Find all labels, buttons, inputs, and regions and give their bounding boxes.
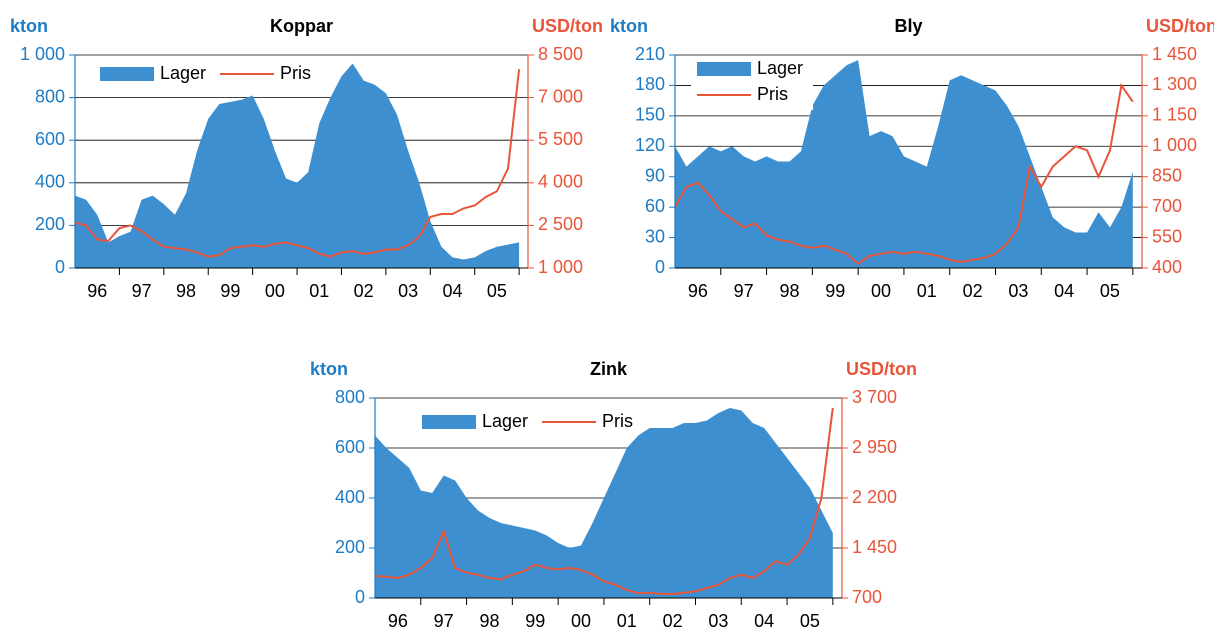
x-tick-label: 98 (779, 281, 799, 301)
x-tick-label: 00 (571, 611, 591, 631)
y2-tick-label: 1 450 (852, 537, 897, 557)
x-tick-label: 03 (708, 611, 728, 631)
x-tick-label: 03 (1008, 281, 1028, 301)
x-tick-label: 04 (442, 281, 462, 301)
x-tick-label: 05 (1100, 281, 1120, 301)
legend-swatch (100, 67, 154, 81)
x-tick-label: 01 (617, 611, 637, 631)
x-tick-label: 03 (398, 281, 418, 301)
y-axis-title: kton (610, 16, 648, 36)
y-tick-label: 800 (35, 86, 65, 106)
y-axis-title: kton (10, 16, 48, 36)
y2-tick-label: 700 (852, 587, 882, 607)
y-tick-label: 600 (35, 129, 65, 149)
x-tick-label: 97 (434, 611, 454, 631)
y2-tick-label: 1 150 (1152, 105, 1197, 125)
x-tick-label: 99 (825, 281, 845, 301)
y-tick-label: 200 (335, 537, 365, 557)
x-tick-label: 02 (663, 611, 683, 631)
y-tick-label: 210 (635, 44, 665, 64)
x-tick-label: 99 (220, 281, 240, 301)
line (374, 407, 834, 595)
y2-axis-title: USD/ton (846, 359, 917, 379)
y2-tick-label: 1 300 (1152, 74, 1197, 94)
y-tick-label: 60 (645, 196, 665, 216)
x-tick-label: 02 (963, 281, 983, 301)
x-tick-label: 04 (754, 611, 774, 631)
legend-label: Lager (482, 411, 528, 431)
y2-tick-label: 700 (1152, 196, 1182, 216)
y-tick-label: 0 (55, 257, 65, 277)
x-tick-label: 96 (388, 611, 408, 631)
x-tick-label: 00 (265, 281, 285, 301)
chart-title: Zink (590, 359, 628, 379)
y-tick-label: 200 (35, 214, 65, 234)
area (675, 60, 1133, 268)
y2-tick-label: 2 500 (538, 214, 583, 234)
x-tick-label: 02 (354, 281, 374, 301)
x-tick-label: 01 (309, 281, 329, 301)
y2-axis-title: USD/ton (532, 16, 603, 36)
y-tick-label: 600 (335, 437, 365, 457)
y-tick-label: 400 (335, 487, 365, 507)
x-tick-label: 05 (800, 611, 820, 631)
y-tick-label: 90 (645, 165, 665, 185)
y2-tick-label: 8 500 (538, 44, 583, 64)
y-tick-label: 180 (635, 74, 665, 94)
area (375, 408, 833, 598)
x-tick-label: 01 (917, 281, 937, 301)
chart-title: Bly (894, 16, 922, 36)
y2-tick-label: 400 (1152, 257, 1182, 277)
y-tick-label: 0 (655, 257, 665, 277)
x-tick-label: 97 (132, 281, 152, 301)
x-tick-label: 00 (871, 281, 891, 301)
legend-swatch (697, 62, 751, 76)
legend-label: Pris (602, 411, 633, 431)
x-tick-label: 96 (87, 281, 107, 301)
x-tick-label: 99 (525, 611, 545, 631)
x-tick-label: 05 (487, 281, 507, 301)
y2-tick-label: 850 (1152, 165, 1182, 185)
y2-tick-label: 3 700 (852, 387, 897, 407)
y2-tick-label: 4 000 (538, 172, 583, 192)
legend-label: Pris (757, 84, 788, 104)
y2-tick-label: 2 950 (852, 437, 897, 457)
legend-label: Pris (280, 63, 311, 83)
y2-tick-label: 5 500 (538, 129, 583, 149)
x-tick-label: 96 (688, 281, 708, 301)
y-axis-title: kton (310, 359, 348, 379)
line (74, 69, 521, 258)
y2-tick-label: 1 000 (1152, 135, 1197, 155)
x-tick-label: 97 (734, 281, 754, 301)
legend-label: Lager (757, 58, 803, 78)
y2-tick-label: 7 000 (538, 86, 583, 106)
x-tick-label: 98 (479, 611, 499, 631)
legend-swatch (422, 415, 476, 429)
y-tick-label: 1 000 (20, 44, 65, 64)
y-tick-label: 400 (35, 172, 65, 192)
chart-title: Koppar (270, 16, 333, 36)
y-tick-label: 800 (335, 387, 365, 407)
line (674, 82, 1134, 266)
y2-tick-label: 2 200 (852, 487, 897, 507)
y-tick-label: 150 (635, 105, 665, 125)
area (75, 63, 520, 268)
y-tick-label: 30 (645, 226, 665, 246)
y-tick-label: 0 (355, 587, 365, 607)
legend-label: Lager (160, 63, 206, 83)
y2-tick-label: 1 450 (1152, 44, 1197, 64)
x-tick-label: 98 (176, 281, 196, 301)
y-tick-label: 120 (635, 135, 665, 155)
x-tick-label: 04 (1054, 281, 1074, 301)
y2-axis-title: USD/ton (1146, 16, 1214, 36)
y2-tick-label: 1 000 (538, 257, 583, 277)
y2-tick-label: 550 (1152, 226, 1182, 246)
